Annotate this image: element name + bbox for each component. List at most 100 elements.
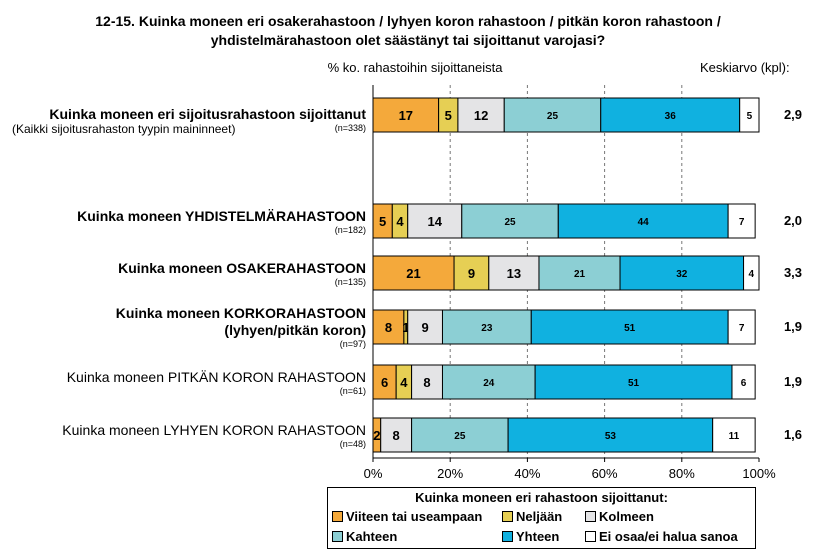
bar-value-label: 25 [547, 111, 559, 122]
bar-segment [372, 309, 405, 345]
x-tick-label: 20% [437, 466, 463, 481]
bar-value-label: 8 [385, 320, 392, 335]
x-tick-label: 80% [669, 466, 695, 481]
bar-segment [739, 97, 760, 133]
bar-value-label: 6 [741, 378, 747, 389]
bar-segment [411, 417, 509, 453]
row-sample-size: (n=182) [334, 224, 366, 235]
mean-value: 1,9 [783, 374, 803, 389]
legend-label: Neljään [516, 509, 563, 524]
legend-swatch [585, 511, 596, 523]
bar-segment [557, 203, 729, 239]
row-label-text: Kuinka moneen OSAKERAHASTOON [118, 259, 366, 276]
bar-segment [372, 255, 455, 291]
bar-segment [727, 309, 756, 345]
bar-segment [407, 309, 443, 345]
bar-value-label: 8 [423, 375, 430, 390]
legend-label: Kolmeen [599, 509, 654, 524]
legend-swatch [585, 531, 596, 543]
bar-value-label: 12 [474, 108, 488, 123]
row-label: Kuinka moneen KORKORAHASTOON (lyhyen/pitk… [116, 305, 366, 349]
bar-value-label: 25 [504, 217, 516, 228]
mean-value: 2,0 [783, 213, 803, 228]
bar-value-label: 5 [379, 214, 386, 229]
bar-value-label: 8 [393, 428, 400, 443]
bar-segment [441, 309, 532, 345]
row-sample-size: (n=61) [339, 385, 366, 396]
x-tick-label: 40% [514, 466, 540, 481]
bar-value-label: 1 [402, 320, 409, 335]
row-sample-size: (n=135) [334, 276, 366, 287]
bar-value-label: 51 [624, 323, 636, 334]
bar-segment [712, 417, 756, 453]
bar-value-label: 44 [638, 217, 650, 228]
bar-segment [503, 97, 602, 133]
bar-segment [743, 255, 760, 291]
title-line-2: yhdistelmärahastoon olet säästänyt tai s… [210, 32, 606, 48]
row-label-text: Kuinka moneen YHDISTELMÄRAHASTOON [77, 207, 366, 224]
legend-swatch [502, 531, 513, 543]
bar-segment [731, 364, 756, 400]
legend-item: Ei osaa/ei halua sanoa [585, 529, 738, 544]
x-tick-label: 0% [364, 466, 383, 481]
bar-segment [600, 97, 741, 133]
mean-caption: Keskiarvo (kpl): [700, 60, 790, 75]
bar-segment [453, 255, 490, 291]
bar-value-label: 23 [481, 323, 493, 334]
bar-value-label: 13 [507, 266, 521, 281]
mean-value: 1,6 [783, 427, 803, 442]
bar-value-label: 6 [381, 375, 388, 390]
bar-segment [457, 97, 505, 133]
row-sample-size: (n=338) [334, 123, 366, 133]
x-tick-label: 60% [592, 466, 618, 481]
bar-segment [488, 255, 540, 291]
legend-swatch [332, 531, 343, 543]
row-label: Kuinka moneen OSAKERAHASTOON (n=135) [118, 260, 366, 287]
bar-value-label: 7 [739, 323, 745, 334]
bar-value-label: 9 [421, 320, 428, 335]
row-label: Kuinka moneen LYHYEN KORON RAHASTOON (n=4… [62, 422, 366, 449]
legend-label: Kahteen [346, 529, 398, 544]
row-label-text-2: (lyhyen/pitkän koron) [224, 322, 366, 338]
row-sample-size: (n=97) [339, 339, 366, 349]
bar-value-label: 21 [406, 266, 420, 281]
legend-item: Neljään [502, 509, 562, 524]
legend: Kuinka moneen eri rahastoon sijoittanut:… [327, 487, 756, 549]
row-sample-size: (n=48) [339, 438, 366, 449]
legend-swatch [502, 511, 513, 523]
bar-value-label: 53 [605, 431, 617, 442]
bar-segment [507, 417, 714, 453]
row-subnote: (Kaikki sijoitusrahaston tyypin maininne… [12, 122, 236, 136]
bar-value-label: 25 [454, 431, 466, 442]
legend-swatch [332, 511, 343, 523]
bar-value-label: 24 [483, 378, 495, 389]
bar-value-label: 51 [628, 378, 640, 389]
legend-label: Yhteen [516, 529, 560, 544]
legend-item: Kahteen [332, 529, 397, 544]
row-label-text: Kuinka moneen KORKORAHASTOON [115, 305, 366, 321]
row-label-text: Kuinka moneen eri sijoitusrahastoon sijo… [49, 106, 366, 122]
bar-value-label: 5 [445, 108, 452, 123]
axis-caption: % ko. rahastoihin sijoittaneista [327, 60, 503, 75]
legend-label: Viiteen tai useampaan [346, 509, 483, 524]
bar-value-label: 7 [739, 217, 745, 228]
x-tick-label: 100% [742, 466, 776, 481]
bar-value-label: 9 [468, 266, 475, 281]
legend-item: Yhteen [502, 529, 559, 544]
row-label: Kuinka moneen PITKÄN KORON RAHASTOON (n=6… [67, 369, 366, 396]
bar-segment [727, 203, 756, 239]
bar-value-label: 4 [748, 269, 754, 280]
mean-value: 1,9 [783, 319, 803, 334]
bar-segment [530, 309, 729, 345]
x-axis: 0% 20% 40% 60% 80% 100% [364, 85, 776, 481]
row-label: Kuinka moneen eri sijoitusrahastoon sijo… [49, 106, 366, 133]
mean-value: 3,3 [783, 265, 803, 280]
row-label-text: Kuinka moneen LYHYEN KORON RAHASTOON [62, 421, 366, 438]
chart-title: 12-15. Kuinka moneen eri osakerahastoon … [0, 12, 816, 50]
bar-value-label: 2 [373, 428, 380, 443]
legend-title: Kuinka moneen eri rahastoon sijoittanut: [415, 490, 668, 505]
legend-item: Viiteen tai useampaan [332, 509, 482, 524]
bar-segment [380, 417, 413, 453]
bar-segment [534, 364, 733, 400]
